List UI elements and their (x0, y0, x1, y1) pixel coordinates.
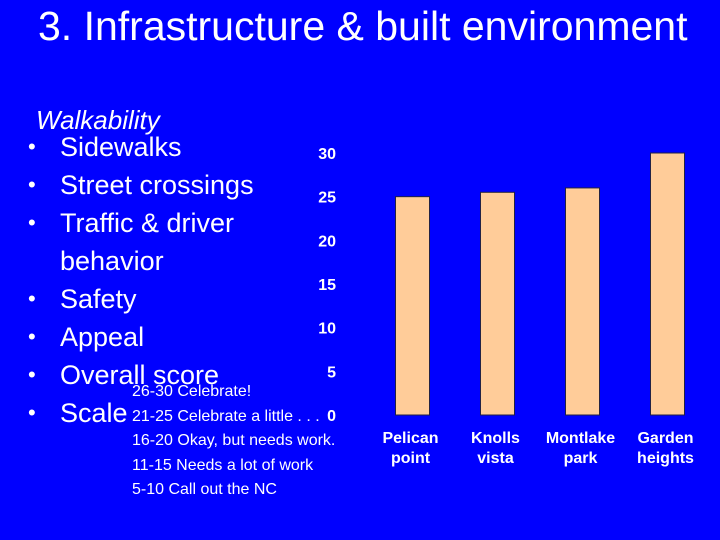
scale-item: 5-10 Call out the NC (132, 481, 277, 498)
x-tick-label: point (391, 450, 431, 467)
bullet-dot: • (28, 172, 36, 197)
y-tick-label: 10 (318, 321, 336, 338)
scale-item: 26-30 Celebrate! (132, 383, 252, 400)
x-tick-label: vista (477, 450, 514, 467)
x-tick-label: park (564, 450, 598, 467)
bullet-dot: • (28, 286, 36, 311)
x-tick-label: Knolls (471, 430, 520, 447)
bar (565, 187, 600, 416)
x-tick-label: Pelican (382, 430, 438, 447)
bullet-item: • Appeal (26, 318, 280, 356)
scale-item: 21-25 Celebrate a little . . . (132, 407, 320, 425)
bullet-item: • Sidewalks (26, 128, 280, 166)
bullet-list: • Sidewalks • Street crossings • Traffic & … (26, 128, 280, 432)
y-tick-label: 15 (318, 277, 336, 294)
x-tick-label: Montlake (546, 430, 615, 447)
bullet-item: • Overall score (26, 356, 280, 394)
bar (395, 196, 430, 416)
bullet-item: • Scale (26, 394, 280, 432)
bullet-item: • Street crossings (26, 166, 280, 204)
bullet-dot: • (28, 210, 36, 235)
y-tick-label: 0 (327, 408, 336, 425)
y-tick-label: 25 (318, 190, 336, 207)
bullet-item: • Traffic & driver behavior (26, 204, 280, 280)
x-tick-label: Garden (637, 430, 693, 447)
bullet-dot: • (28, 134, 36, 159)
slide-subtitle: Walkability (36, 105, 160, 135)
bullet-item: • Safety (26, 280, 280, 318)
slide-title: 3. Infrastructure & built environment (38, 3, 688, 49)
scale-item: 11-15 Needs a lot of work (132, 456, 314, 474)
x-tick-label: heights (637, 450, 694, 467)
y-tick-label: 5 (327, 364, 336, 381)
bullet-dot: • (28, 324, 36, 349)
bullet-dot: • (28, 362, 36, 387)
bar (480, 191, 515, 416)
scale-legend: 26-30 Celebrate! 21-25 Celebrate a littl… (132, 380, 347, 503)
scale-item: 16-20 Okay, but needs work. (132, 432, 336, 449)
y-tick-label: 20 (318, 233, 336, 250)
bar (650, 152, 685, 416)
bullet-dot: • (28, 400, 36, 425)
y-tick-label: 30 (318, 146, 336, 163)
